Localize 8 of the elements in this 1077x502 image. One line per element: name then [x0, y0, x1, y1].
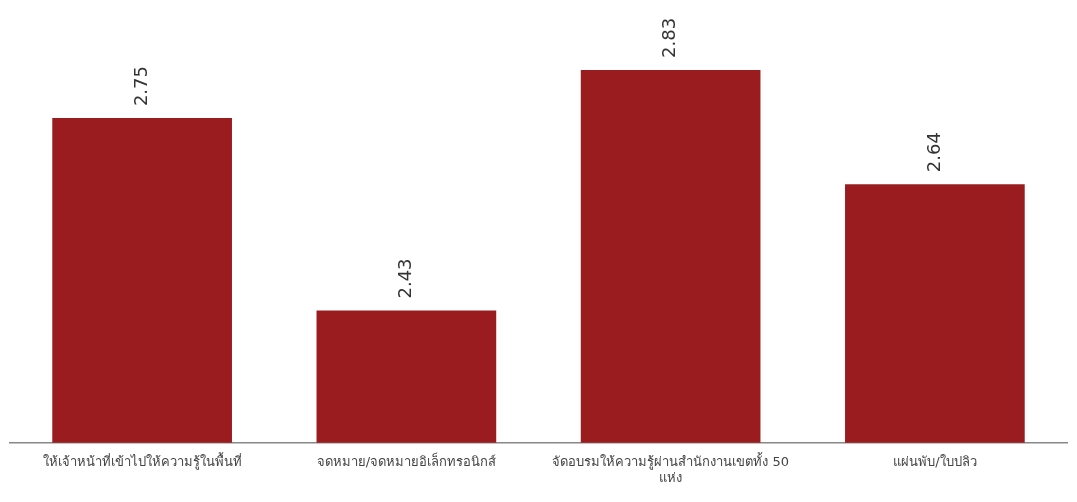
x-tick-label: ให้เจ้าหน้าที่เข้าไปให้ความรู้ในพื้นที่ [42, 451, 242, 470]
data-label: 2.75 [129, 66, 151, 107]
data-label: 2.64 [922, 132, 944, 173]
data-label: 2.83 [658, 17, 680, 58]
x-tick-label: จดหมาย/จดหมายอิเล็กทรอนิกส์ [316, 451, 497, 469]
data-label: 2.43 [394, 258, 416, 299]
x-tick-label: แผ่นพับ/ใบปลิว [893, 453, 977, 469]
x-tick-label: จัดอบรมให้ความรู้ผ่านสำนักงานเขตทั้ง 50 แห่ง [552, 451, 789, 485]
